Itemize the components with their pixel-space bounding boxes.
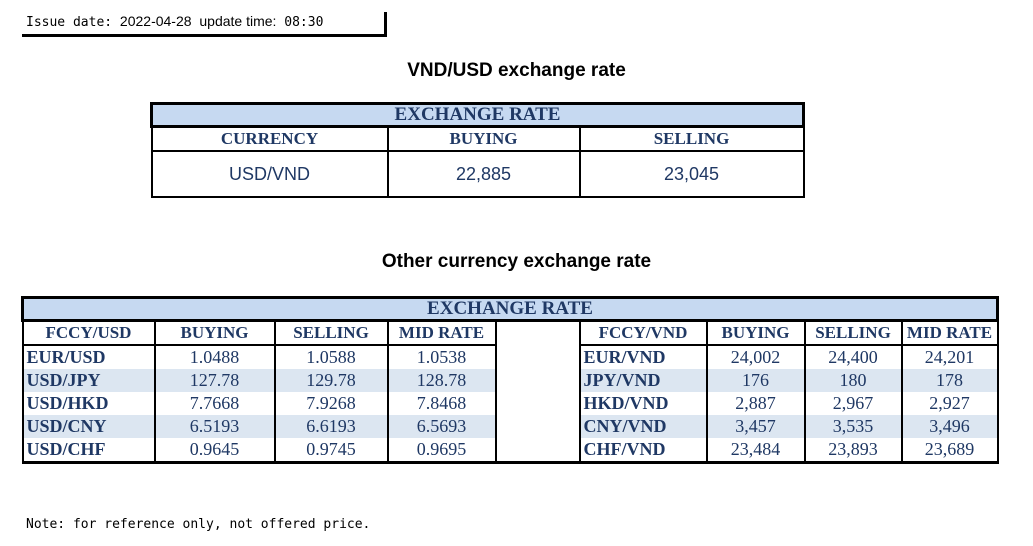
- l-selling-cell: 7.9268: [273, 392, 389, 415]
- r-buying-cell: 3,457: [705, 415, 806, 438]
- r-mid-rate-cell: 2,927: [900, 392, 999, 415]
- col-header-buying: BUYING: [386, 125, 581, 152]
- issue-date-label: Issue date:: [26, 15, 113, 30]
- r-mid-rate-cell: 23,689: [900, 438, 999, 464]
- currency-cell: USD/VND: [150, 150, 389, 198]
- l-selling-cell: 6.6193: [273, 415, 389, 438]
- l-pair-cell: EUR/USD: [21, 345, 156, 369]
- r-selling-cell: 3,535: [803, 415, 903, 438]
- r-pair-cell: CNY/VND: [578, 415, 708, 438]
- l-selling-cell: 1.0588: [273, 345, 389, 369]
- l-pair-cell: USD/JPY: [21, 369, 156, 392]
- r-mid-rate-cell: 24,201: [900, 345, 999, 369]
- l-pair-cell: USD/CNY: [21, 415, 156, 438]
- col-header-fccy-usd: FCCY/USD: [21, 319, 156, 346]
- l-buying-cell: 6.5193: [153, 415, 276, 438]
- l-mid-rate-cell: 6.5693: [386, 415, 497, 438]
- table-row: USD/VND 22,885 23,045: [150, 150, 805, 198]
- l-mid-rate-cell: 1.0538: [386, 345, 497, 369]
- l-buying-cell: 7.7668: [153, 392, 276, 415]
- other-rates-title: Other currency exchange rate: [381, 251, 652, 272]
- table-row: USD/HKD 7.7668 7.9268 7.8468 HKD/VND 2,887 2,9…: [21, 392, 999, 415]
- l-mid-rate-cell: 128.78: [386, 369, 497, 392]
- r-buying-cell: 176: [705, 369, 806, 392]
- issue-date: 2022-04-28: [119, 13, 192, 29]
- l-pair-cell: USD/CHF: [21, 438, 156, 464]
- r-pair-cell: HKD/VND: [578, 392, 708, 415]
- l-mid-rate-cell: 7.8468: [386, 392, 497, 415]
- col-header-buying: BUYING: [153, 319, 276, 346]
- l-buying-cell: 0.9645: [153, 438, 276, 464]
- other-rates-band: EXCHANGE RATE: [20, 296, 1000, 322]
- l-buying-cell: 127.78: [153, 369, 276, 392]
- r-buying-cell: 24,002: [705, 345, 806, 369]
- col-header-mid-rate: MID RATE: [900, 319, 999, 346]
- gap-column: [494, 319, 581, 345]
- reference-note: Note: for reference only, not offered pr…: [26, 517, 371, 532]
- l-mid-rate-cell: 0.9695: [386, 438, 497, 464]
- update-time: 08:30: [284, 15, 324, 30]
- r-pair-cell: EUR/VND: [578, 345, 708, 369]
- l-buying-cell: 1.0488: [153, 345, 276, 369]
- col-header-selling: SELLING: [578, 125, 805, 152]
- col-header-buying: BUYING: [705, 319, 806, 346]
- gap-cell: [494, 345, 581, 369]
- r-selling-cell: 23,893: [803, 438, 903, 464]
- col-header-selling: SELLING: [273, 319, 389, 346]
- vnd-usd-table: EXCHANGE RATE CURRENCY BUYING SELLING US…: [149, 102, 806, 198]
- update-time-label: update time:: [199, 13, 277, 29]
- col-header-currency: CURRENCY: [150, 125, 389, 152]
- r-buying-cell: 2,887: [705, 392, 806, 415]
- gap-cell: [494, 415, 581, 438]
- l-selling-cell: 129.78: [273, 369, 389, 392]
- table-row: USD/CNY 6.5193 6.6193 6.5693 CNY/VND 3,457 3,5…: [21, 415, 999, 438]
- r-selling-cell: 2,967: [803, 392, 903, 415]
- r-selling-cell: 24,400: [803, 345, 903, 369]
- col-header-fccy-vnd: FCCY/VND: [578, 319, 708, 346]
- r-pair-cell: JPY/VND: [578, 369, 708, 392]
- table-row: USD/CHF 0.9645 0.9745 0.9695 CHF/VND 23,484 23…: [21, 438, 999, 464]
- issue-box: [22, 12, 387, 37]
- table-row: USD/JPY 127.78 129.78 128.78 JPY/VND 176 180 17…: [21, 369, 999, 392]
- gap-cell: [494, 369, 581, 392]
- buying-cell: 22,885: [386, 150, 581, 198]
- r-mid-rate-cell: 178: [900, 369, 999, 392]
- gap-cell: [494, 392, 581, 415]
- other-rates-table: EXCHANGE RATE FCCY/USD BUYING SELLING MI…: [20, 296, 1000, 464]
- selling-cell: 23,045: [578, 150, 805, 198]
- vnd-usd-title: VND/USD exchange rate: [407, 60, 626, 81]
- gap-cell: [494, 438, 581, 464]
- r-buying-cell: 23,484: [705, 438, 806, 464]
- table-row: EUR/USD 1.0488 1.0588 1.0538 EUR/VND 24,002 24…: [21, 345, 999, 369]
- r-mid-rate-cell: 3,496: [900, 415, 999, 438]
- l-selling-cell: 0.9745: [273, 438, 389, 464]
- vnd-usd-band: EXCHANGE RATE: [149, 102, 806, 128]
- r-pair-cell: CHF/VND: [578, 438, 708, 464]
- l-pair-cell: USD/HKD: [21, 392, 156, 415]
- r-selling-cell: 180: [803, 369, 903, 392]
- issue-line: Issue date: 2022-04-28 update time: 08:3…: [26, 13, 323, 30]
- col-header-selling: SELLING: [803, 319, 903, 346]
- col-header-mid-rate: MID RATE: [386, 319, 497, 346]
